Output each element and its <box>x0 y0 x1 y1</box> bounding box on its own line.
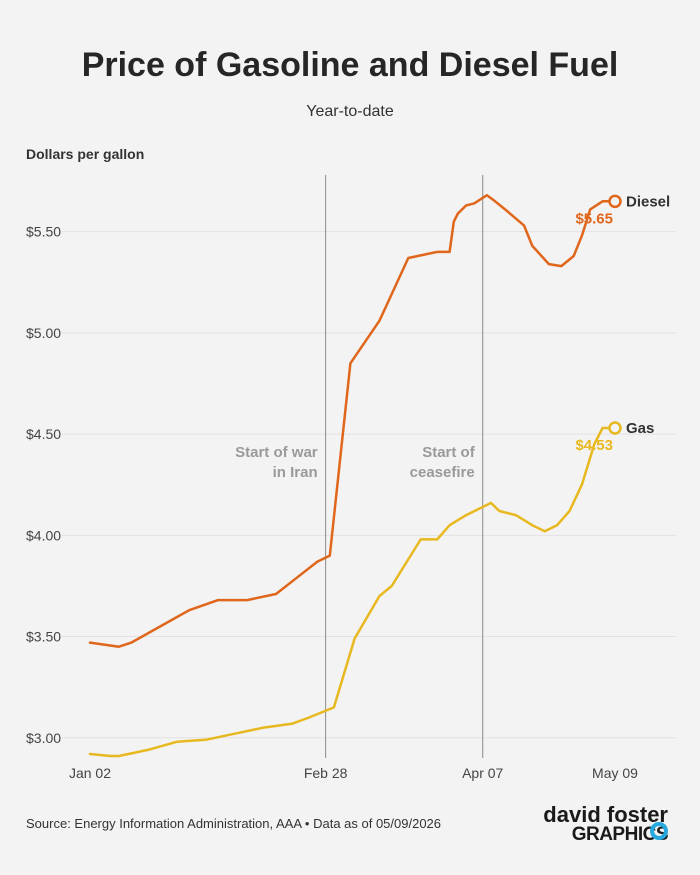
event-markers: Start of war in Iran Start of ceasefire <box>235 175 484 758</box>
event-label: Start of <box>422 444 476 461</box>
x-axis-ticks: Jan 02 Feb 28 Apr 07 May 09 <box>69 765 638 781</box>
publisher-logo: david foster GRAPHICS <box>543 802 668 845</box>
diesel-line <box>88 193 617 648</box>
x-tick-label: Feb 28 <box>304 765 348 781</box>
diesel-series-label: Diesel <box>626 193 670 210</box>
x-tick-label: May 09 <box>592 765 638 781</box>
y-tick-label: $4.50 <box>26 426 61 442</box>
series-lines <box>88 193 622 758</box>
logo-line-2: GRAPHICS <box>572 824 668 845</box>
logo-accent-icon <box>650 822 668 840</box>
y-tick-label: $5.50 <box>26 224 61 240</box>
logo-line-1: david foster <box>543 802 668 827</box>
y-tick-label: $5.00 <box>26 325 61 341</box>
event-label: ceasefire <box>410 464 475 481</box>
diesel-end-marker <box>608 194 622 209</box>
y-axis-ticks: $3.00 $3.50 $4.00 $4.50 $5.00 $5.50 <box>26 224 61 746</box>
y-tick-label: $3.00 <box>26 730 61 746</box>
event-label: Start of war <box>235 444 318 461</box>
gridlines <box>62 231 676 739</box>
chart-title: Price of Gasoline and Diesel Fuel <box>82 46 619 84</box>
gas-line <box>88 426 617 758</box>
diesel-end-value: $5.65 <box>575 210 613 227</box>
y-axis-label: Dollars per gallon <box>26 146 144 162</box>
gas-end-value: $4.53 <box>575 437 613 454</box>
gas-end-marker <box>608 421 622 435</box>
event-label: in Iran <box>273 464 318 481</box>
source-note: Source: Energy Information Administratio… <box>26 816 441 831</box>
y-tick-label: $3.50 <box>26 629 61 645</box>
x-tick-label: Apr 07 <box>462 765 503 781</box>
chart-subtitle: Year-to-date <box>306 103 394 120</box>
x-tick-label: Jan 02 <box>69 765 111 781</box>
gas-series-label: Gas <box>626 420 654 437</box>
y-tick-label: $4.00 <box>26 527 61 543</box>
series-labels: Diesel $5.65 Gas $4.53 <box>575 193 670 454</box>
